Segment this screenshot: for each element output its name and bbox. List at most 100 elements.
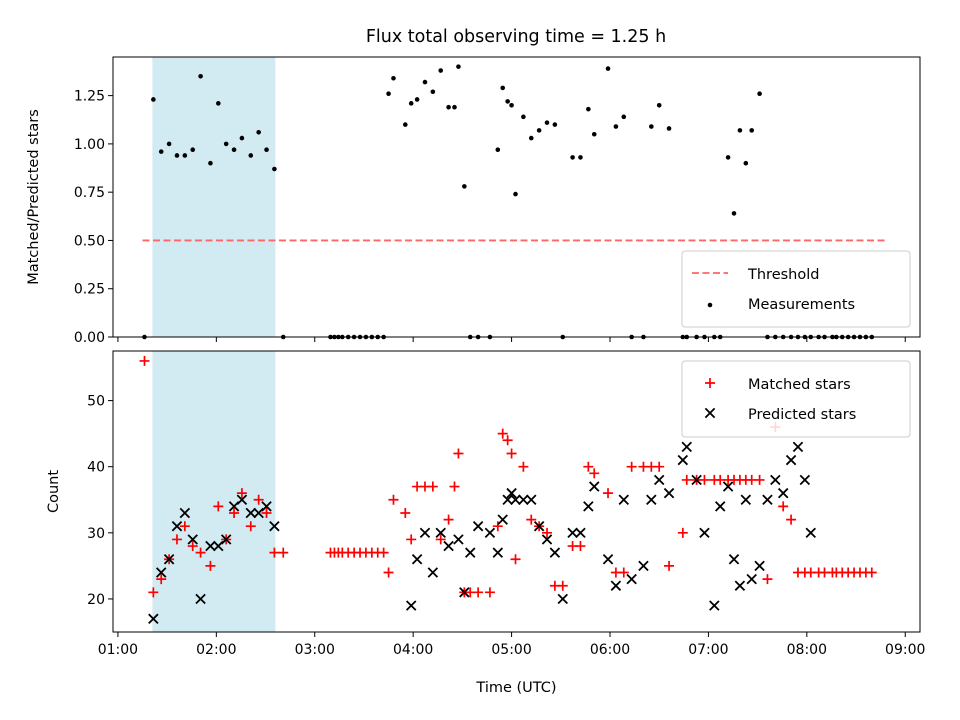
matched-star-marker	[449, 481, 460, 492]
predicted-star-marker	[526, 494, 537, 506]
measurement-point	[536, 128, 542, 133]
matched-star-marker	[654, 461, 665, 472]
bottom-legend: Matched stars Predicted stars	[681, 360, 911, 438]
matched-star-marker	[278, 547, 289, 558]
measurement-point	[544, 120, 550, 125]
y-tick-label: 30	[87, 526, 105, 542]
measurement-point	[578, 155, 583, 160]
measurement-point	[613, 124, 619, 129]
measurement-point	[586, 106, 591, 112]
predicted-star-marker	[677, 454, 689, 466]
matched-star-marker	[261, 507, 272, 518]
predicted-star-marker	[681, 441, 692, 453]
legend-matched-swatch	[705, 378, 715, 388]
measurement-point	[656, 102, 662, 108]
legend-box	[681, 250, 911, 328]
measurement-point	[743, 160, 749, 166]
matched-star-marker	[677, 527, 688, 538]
matched-star-marker	[526, 514, 537, 525]
x-axis-label: Time (UTC)	[475, 680, 556, 696]
bottom-series-layer	[139, 355, 877, 625]
measurement-point	[456, 64, 461, 69]
measurement-point	[438, 68, 444, 73]
measurement-point	[462, 184, 467, 189]
x-tick-label: 06:00	[590, 642, 630, 658]
measurement-point	[223, 141, 229, 147]
matched-star-marker	[139, 355, 150, 366]
measurement-point	[248, 153, 254, 158]
x-tick-label: 07:00	[688, 642, 728, 658]
measurement-point	[182, 153, 188, 158]
predicted-star-marker	[557, 593, 568, 605]
measurement-point	[725, 155, 731, 160]
predicted-star-marker	[465, 547, 476, 558]
predicted-star-marker	[163, 554, 175, 565]
predicted-star-marker	[602, 554, 614, 565]
predicted-star-marker	[195, 593, 206, 605]
legend-label: Measurements	[748, 297, 855, 313]
measurement-point	[495, 147, 501, 152]
measurement-point	[570, 155, 575, 160]
measurement-point	[430, 89, 436, 95]
predicted-star-marker	[506, 487, 517, 499]
measurement-point	[731, 211, 737, 216]
matched-star-marker	[179, 521, 190, 532]
top-series-layer	[142, 64, 885, 340]
matched-star-marker	[253, 494, 264, 505]
predicted-star-marker	[618, 494, 630, 506]
predicted-star-marker	[472, 520, 484, 532]
top-y-axis-label: Matched/Predicted stars	[26, 109, 42, 285]
predicted-star-marker	[459, 587, 470, 598]
predicted-star-marker	[411, 554, 423, 565]
measurement-point	[264, 147, 269, 152]
predicted-star-marker	[502, 494, 513, 506]
chart-title: Flux total observing time = 1.25 h	[366, 27, 666, 47]
predicted-star-marker	[638, 560, 649, 572]
x-tick-label: 02:00	[196, 642, 236, 658]
measurement-point	[216, 101, 221, 106]
predicted-star-marker	[497, 514, 508, 525]
predicted-star-marker	[746, 573, 757, 585]
bottom-axes-frame	[112, 350, 921, 633]
predicted-star-marker	[510, 494, 521, 506]
predicted-star-marker	[734, 580, 746, 591]
predicted-star-marker	[583, 501, 594, 512]
matched-star-marker	[383, 567, 394, 578]
legend-label: Predicted stars	[748, 407, 856, 423]
matched-star-marker	[148, 587, 159, 598]
x-tick-label: 04:00	[393, 642, 433, 658]
x-tick-label: 05:00	[491, 642, 531, 658]
matched-star-marker	[427, 481, 438, 492]
predicted-star-marker	[533, 520, 545, 532]
matched-star-marker	[589, 468, 600, 479]
measurement-point	[500, 85, 506, 91]
measurement-point	[231, 147, 237, 152]
matched-star-marker	[626, 461, 637, 472]
predicted-star-marker	[405, 600, 417, 611]
y-tick-label: 1.00	[74, 137, 105, 153]
matched-star-marker	[754, 474, 765, 485]
matched-star-marker	[473, 587, 484, 598]
predicted-star-marker	[626, 573, 637, 585]
matched-star-marker	[518, 461, 529, 472]
predicted-star-marker	[589, 481, 600, 492]
y-tick-label: 0.75	[74, 185, 105, 201]
predicted-star-marker	[245, 507, 257, 519]
matched-star-marker	[542, 527, 553, 538]
matched-star-marker	[435, 534, 446, 545]
measurement-point	[513, 191, 518, 197]
matched-star-marker	[583, 461, 594, 472]
predicted-star-marker	[728, 554, 740, 565]
matched-star-marker	[229, 507, 240, 518]
measurement-point	[528, 135, 534, 141]
matched-star-marker	[205, 560, 216, 571]
matched-star-marker	[575, 541, 586, 552]
predicted-star-marker	[805, 527, 816, 539]
matched-star-marker	[778, 501, 789, 512]
measurement-point	[737, 128, 743, 133]
predicted-star-marker	[799, 474, 811, 486]
matched-star-marker	[492, 521, 503, 532]
predicted-star-marker	[785, 454, 797, 466]
matched-star-marker	[762, 574, 773, 585]
